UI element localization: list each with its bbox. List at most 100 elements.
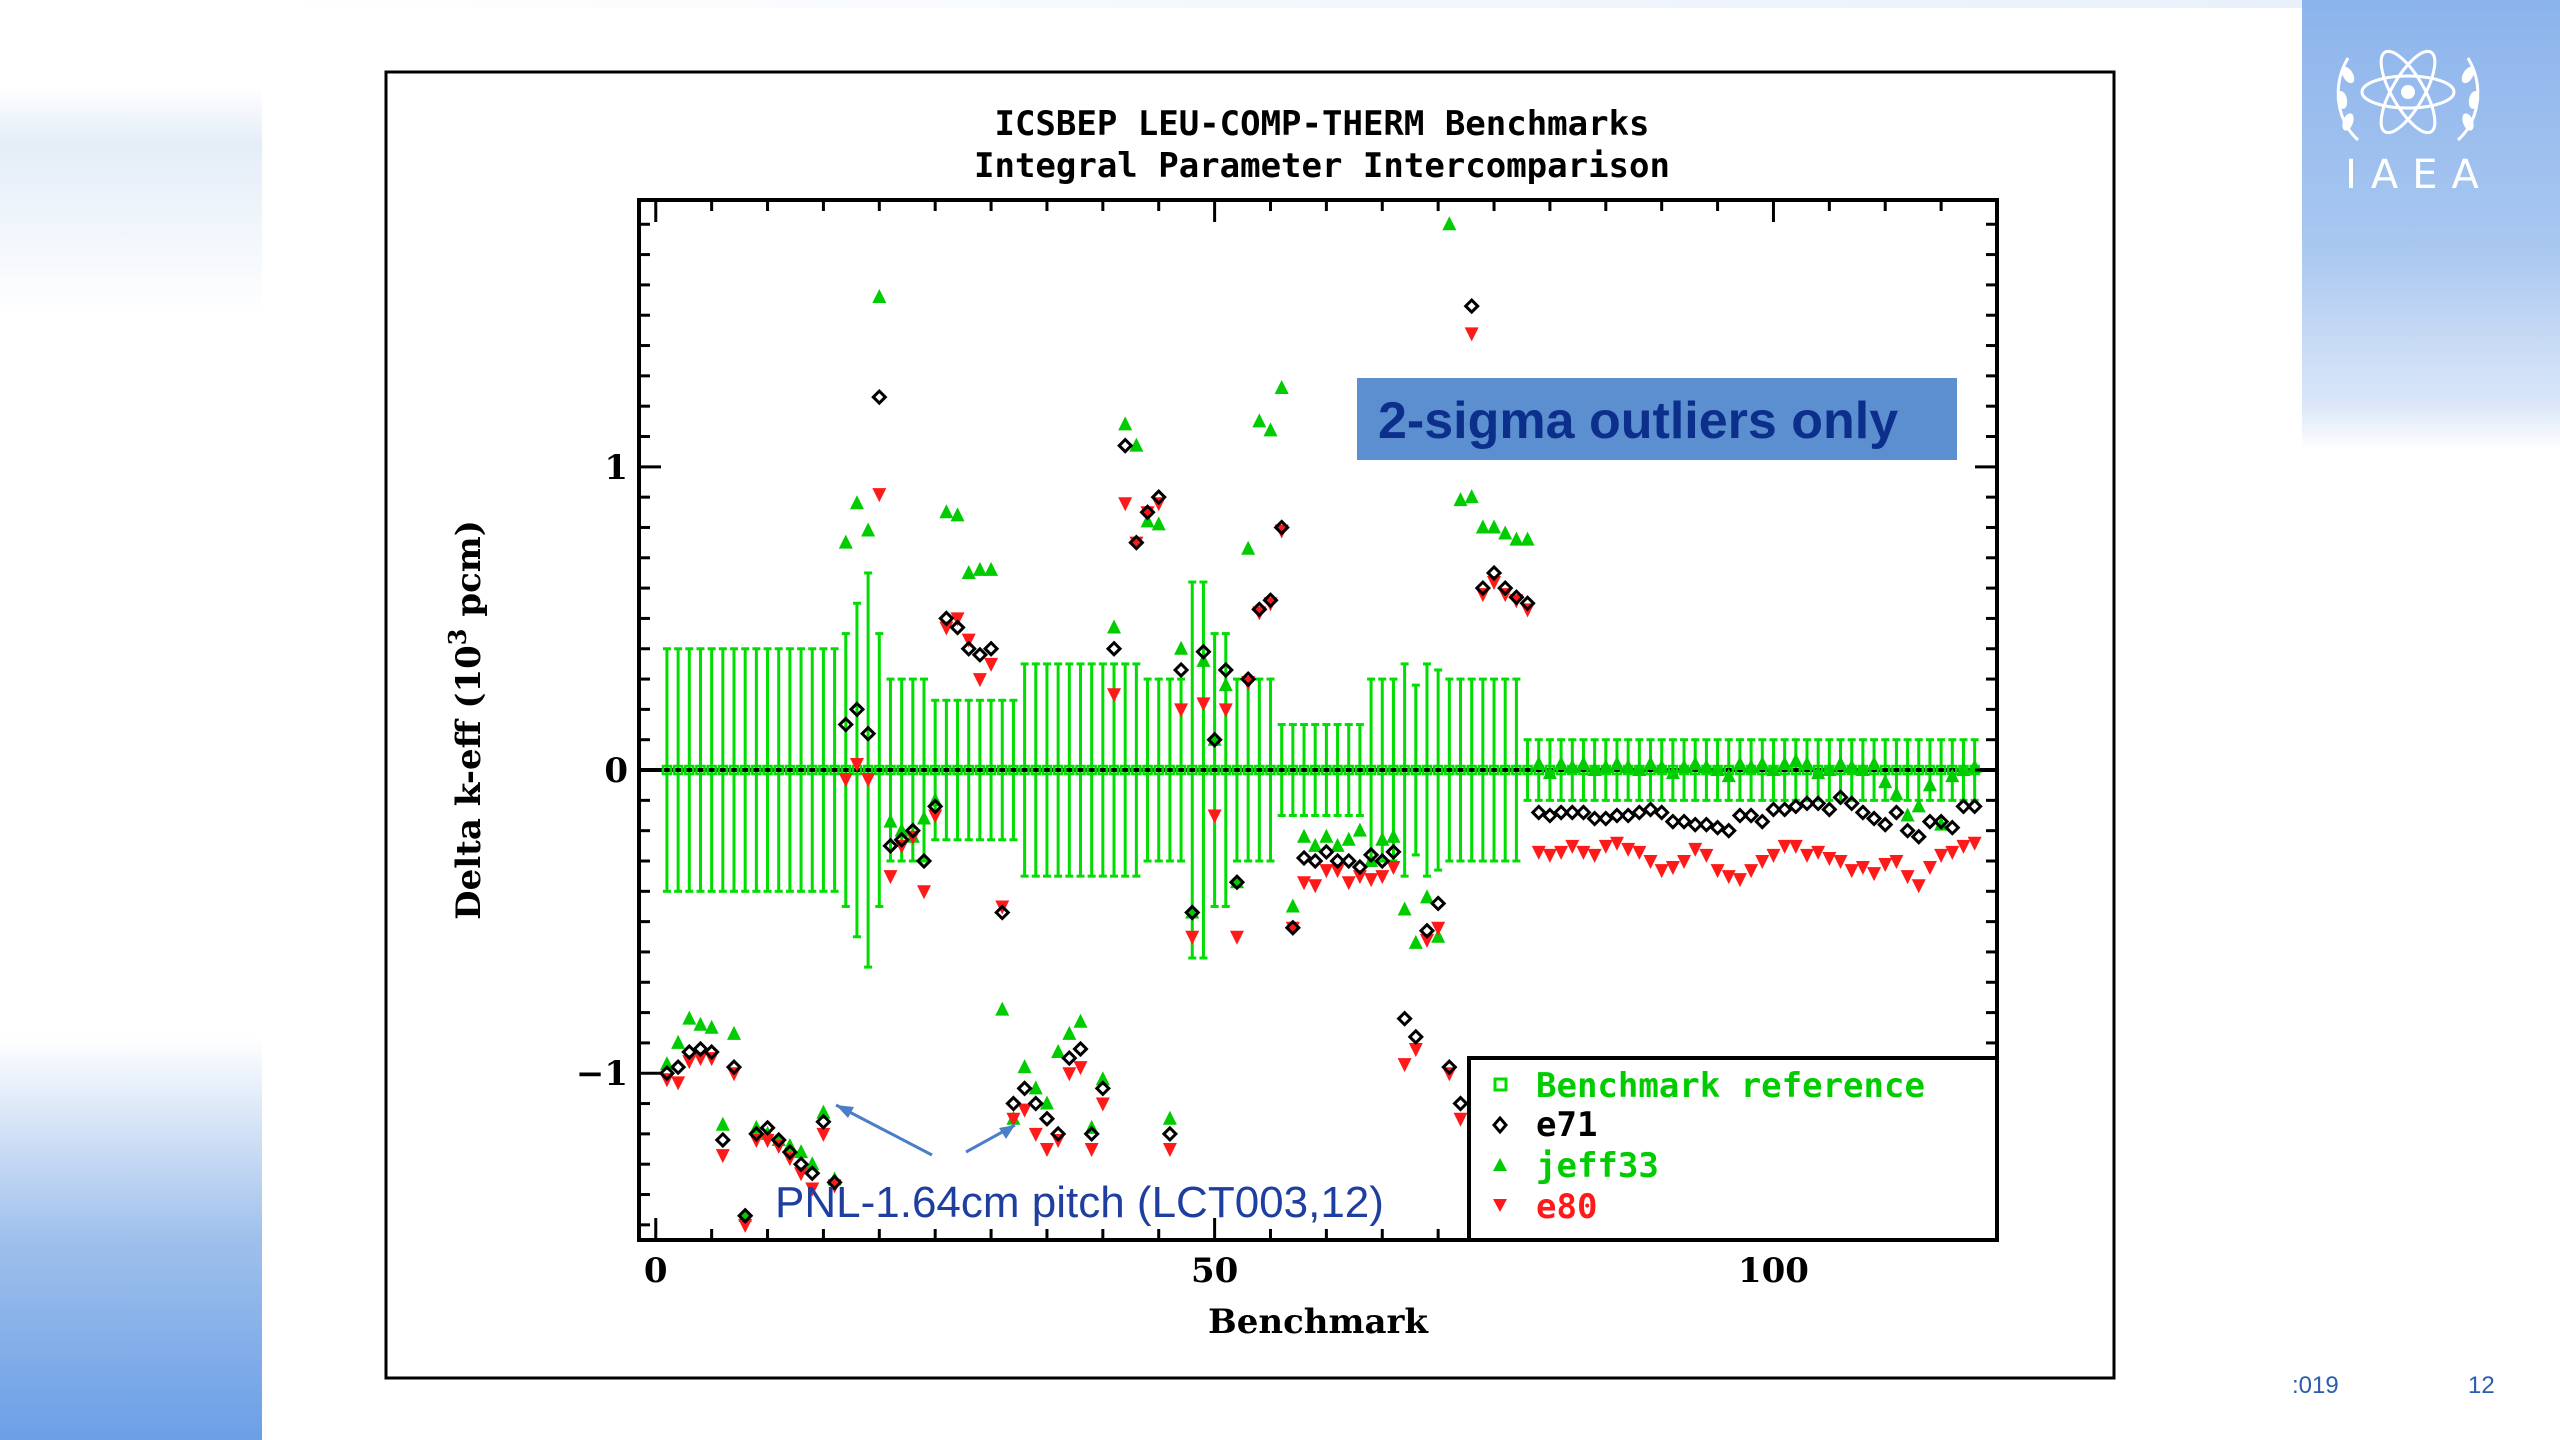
e80-point (738, 1218, 753, 1233)
callout-background (1357, 378, 1957, 460)
e71-point (1061, 1049, 1078, 1067)
e71-point (1552, 804, 1570, 821)
reference-point (941, 764, 952, 776)
e71-point (1474, 579, 1491, 597)
jeff33-point (1308, 837, 1323, 852)
reference-point (1075, 764, 1086, 776)
reference-point (661, 764, 673, 776)
e71-point (1128, 534, 1145, 551)
jeff33-point (950, 507, 965, 522)
jeff33-point (1878, 774, 1893, 789)
jeff33-point (972, 561, 987, 576)
e71-point (1508, 589, 1525, 606)
e71-point (938, 610, 955, 627)
reference-point (717, 764, 729, 776)
jeff33-point (671, 1034, 686, 1049)
y-tick-label: 0 (604, 751, 628, 791)
e71-point (826, 1174, 843, 1191)
e80-point (1732, 873, 1747, 888)
jeff33-point (984, 561, 999, 576)
e71-point (1318, 843, 1335, 861)
reference-point (1410, 764, 1422, 776)
jeff33-point (1732, 755, 1747, 770)
e80-point (1621, 842, 1636, 857)
reference-point (1008, 764, 1019, 776)
reference-point (1041, 764, 1053, 776)
e71-point (1072, 1040, 1089, 1058)
jeff33-point (1766, 762, 1781, 777)
e71-point (1787, 798, 1804, 815)
e80-point (1039, 1143, 1054, 1158)
jeff33-point (704, 1019, 719, 1034)
e71-point (1944, 819, 1961, 836)
e71-point (1810, 795, 1827, 812)
reference-point (1902, 764, 1913, 776)
jeff33-point (1274, 379, 1289, 394)
slide-page-number: 12 (2468, 1372, 2495, 1399)
jeff33-point (1442, 216, 1457, 231)
y-axis-label-main: Delta k-eff (10 (449, 645, 489, 920)
e80-point (1341, 876, 1356, 891)
e80-point (1889, 854, 1904, 869)
jeff33-point (1453, 492, 1468, 507)
reference-point (929, 764, 941, 776)
reference-point (1522, 764, 1533, 776)
e71-point (1932, 813, 1950, 830)
jeff33-point (939, 504, 954, 519)
e80-point (1799, 848, 1814, 863)
e80-point (1397, 1058, 1412, 1073)
e71-point (1027, 1095, 1044, 1112)
reference-point (1455, 764, 1466, 776)
e71-point (781, 1143, 799, 1161)
e71-point (994, 904, 1011, 921)
jeff33-point (1688, 755, 1703, 770)
reference-point (907, 764, 919, 776)
e71-point (1184, 904, 1201, 921)
e71-point (1899, 822, 1916, 839)
jeff33-point (1621, 758, 1636, 773)
reference-point (1242, 764, 1254, 776)
e71-point (1642, 801, 1659, 818)
jeff33-point (1911, 798, 1926, 813)
jeff33-point (1319, 828, 1334, 843)
e80-point (1386, 861, 1401, 876)
reference-point (1198, 764, 1209, 776)
reference-point (1488, 764, 1500, 776)
jeff33-point (1721, 768, 1736, 783)
jeff33-point (883, 813, 898, 828)
e80-point (1934, 848, 1949, 863)
jeff33-point (917, 810, 932, 825)
e71-point (1295, 849, 1313, 867)
e71-point (1273, 519, 1290, 536)
e80-point (1598, 839, 1613, 854)
e80-point (1911, 879, 1926, 894)
e80-point (1352, 870, 1367, 885)
jeff33-point (838, 534, 853, 549)
e71-point (1307, 852, 1324, 870)
e80-point (861, 773, 876, 788)
reference-point (1432, 764, 1444, 776)
reference-point (1097, 764, 1109, 776)
jeff33-point (961, 564, 976, 579)
e71-point (1575, 804, 1592, 821)
chart-title: ICSBEP LEU-COMP-THERM Benchmarks (994, 104, 1649, 144)
jeff33-point (1107, 619, 1122, 634)
annotation-arrows (835, 1103, 1016, 1157)
e80-point (1755, 854, 1770, 869)
e80-point (1855, 861, 1870, 876)
reference-point (1276, 764, 1287, 776)
jeff33-point (1755, 755, 1770, 770)
jeff33-point (805, 1156, 820, 1171)
jeff33-point (849, 495, 864, 510)
e71-point (1776, 801, 1793, 818)
e80-point (1967, 836, 1982, 851)
e71-point (1485, 564, 1503, 582)
e80-point (1118, 497, 1133, 512)
reference-point (706, 764, 717, 776)
reference-point (818, 764, 829, 776)
e71-point (1407, 1028, 1424, 1045)
jeff33-point (1654, 758, 1669, 773)
e80-point (794, 1167, 809, 1182)
e71-point (1530, 804, 1547, 821)
e80-point (917, 885, 932, 900)
